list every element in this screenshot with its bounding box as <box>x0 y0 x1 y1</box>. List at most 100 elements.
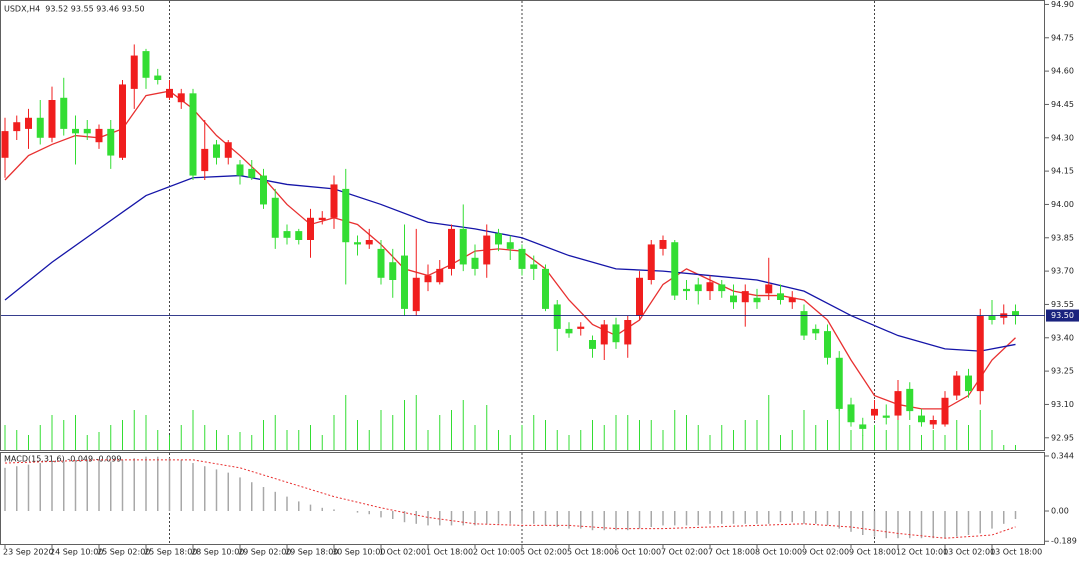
candle-body <box>894 391 902 416</box>
candle-body <box>201 148 209 172</box>
candle-body <box>835 357 843 409</box>
candle-body <box>518 248 526 269</box>
candle-body <box>60 97 68 129</box>
candle-body <box>13 122 21 132</box>
x-tick-label: 28 Sep 10:00 <box>191 548 244 557</box>
candle-body <box>260 175 267 205</box>
candle-body <box>83 128 91 134</box>
y-tick-label: 93.55 <box>1051 300 1074 309</box>
y-tick-label: 94.00 <box>1051 200 1074 209</box>
candle-body <box>283 231 291 238</box>
candle-body <box>471 257 479 269</box>
x-tick-label: 25 Sep 02:00 <box>97 548 150 557</box>
macd-y-tick-label: 0.344 <box>1051 451 1074 460</box>
y-tick-label: 94.60 <box>1051 67 1074 76</box>
candle-body <box>600 324 608 345</box>
x-tick-label: 12 Oct 10:00 <box>896 548 948 557</box>
candle-body <box>401 255 408 309</box>
candle-body <box>72 128 79 134</box>
candle-body <box>800 311 808 336</box>
y-tick-label: 93.40 <box>1051 333 1074 342</box>
x-tick-label: 5 Oct 02:00 <box>520 548 567 557</box>
x-tick-label: 8 Oct 10:00 <box>755 548 802 557</box>
x-tick-label: 2 Oct 10:00 <box>473 548 520 557</box>
candle-body <box>295 231 303 240</box>
x-tick-label: 29 Sep 02:00 <box>238 548 291 557</box>
candle-body <box>976 315 984 392</box>
candle-body <box>25 117 32 129</box>
candle-body <box>412 277 420 312</box>
y-tick-label: 93.85 <box>1051 233 1074 242</box>
macd-y-tick-label: 0.00 <box>1051 507 1069 516</box>
candle-body <box>483 235 491 265</box>
moving-average <box>4 174 1016 352</box>
x-tick-label: 13 Oct 18:00 <box>990 548 1042 557</box>
candle-body <box>871 408 878 416</box>
last-price-label: 93.50 <box>1051 311 1074 320</box>
candle-body <box>683 288 690 292</box>
candle-body <box>342 188 350 243</box>
candle-body <box>718 284 726 292</box>
candle-body <box>318 217 326 220</box>
candle-body <box>271 197 279 238</box>
candle-body <box>448 228 455 269</box>
candle-body <box>330 184 338 218</box>
candle-body <box>941 397 949 425</box>
candle-body <box>906 388 914 412</box>
x-tick-label: 9 Oct 02:00 <box>802 548 849 557</box>
y-tick-label: 94.45 <box>1051 100 1074 109</box>
candle-body <box>236 164 244 176</box>
candle-body <box>459 228 467 265</box>
candle-body <box>577 326 585 329</box>
candle-body <box>565 328 573 334</box>
x-tick-label: 7 Oct 02:00 <box>661 548 708 557</box>
candle-body <box>506 242 514 249</box>
candle-body <box>48 100 56 138</box>
candle-body <box>953 375 961 396</box>
last-price-box <box>1046 309 1079 322</box>
candle-body <box>424 275 432 283</box>
candle-body <box>788 297 796 303</box>
x-tick-label: 6 Oct 10:00 <box>614 548 661 557</box>
candle-body <box>177 93 185 103</box>
candle-body <box>882 415 890 418</box>
candle-body <box>224 142 232 158</box>
chart-title: USDX,H4 93.52 93.55 93.46 93.50 <box>4 5 145 14</box>
candle-body <box>730 295 737 303</box>
candle-body <box>847 404 855 423</box>
y-tick-label: 93.25 <box>1051 367 1074 376</box>
candle-body <box>706 282 714 292</box>
y-tick-label: 93.10 <box>1051 400 1074 409</box>
x-tick-label: 9 Oct 18:00 <box>849 548 896 557</box>
candle-body <box>248 168 256 178</box>
candle-body <box>812 328 820 334</box>
candle-body <box>389 262 397 280</box>
candle-body <box>777 293 784 300</box>
candle-body <box>741 291 749 303</box>
candle-body <box>988 315 996 320</box>
candle-body <box>365 240 373 245</box>
y-tick-label: 94.30 <box>1051 133 1074 142</box>
candle-body <box>624 320 632 345</box>
candle-body <box>929 420 937 425</box>
x-tick-label: 1 Oct 02:00 <box>379 548 426 557</box>
y-tick-label: 92.95 <box>1051 433 1074 442</box>
macd-panel <box>0 452 1045 545</box>
candle-body <box>495 233 502 245</box>
candle-body <box>119 84 126 158</box>
candle-body <box>1012 311 1019 316</box>
x-tick-label: 30 Sep 10:00 <box>332 548 385 557</box>
candle-body <box>166 88 173 98</box>
candle-body <box>130 55 138 89</box>
candle-body <box>530 264 538 269</box>
candle-body <box>671 242 679 296</box>
candle-body <box>142 51 150 78</box>
candle-body <box>753 297 761 303</box>
candle-body <box>965 375 972 392</box>
candle-body <box>859 424 867 429</box>
candle-body <box>436 268 444 283</box>
candle-body <box>765 284 773 294</box>
y-tick-label: 94.90 <box>1051 0 1074 9</box>
